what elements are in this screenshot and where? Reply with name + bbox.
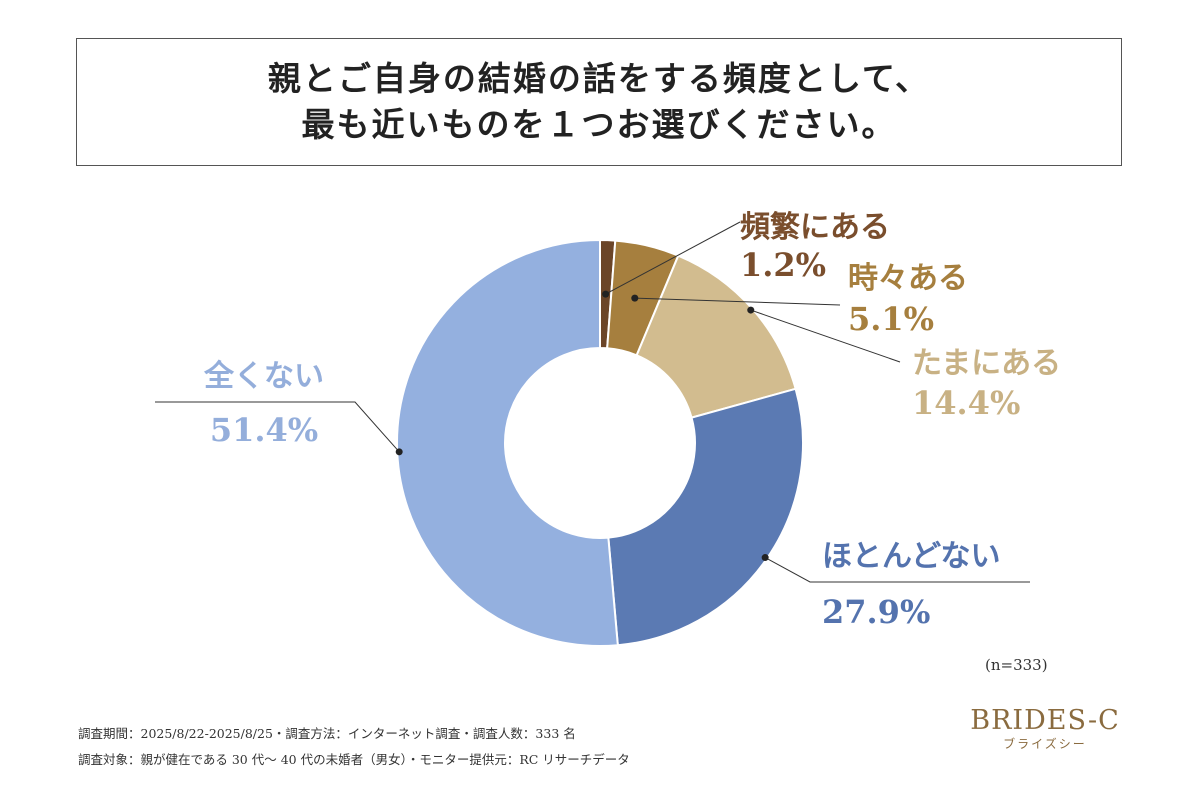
survey-period-note: 調査期間：2025/8/22-2025/8/25・調査方法：インターネット調査・… bbox=[78, 726, 576, 741]
slice-3 bbox=[607, 387, 804, 647]
leader-dot-2 bbox=[747, 306, 755, 314]
slice-value-2: 14.4% bbox=[912, 384, 1020, 422]
slice-value-0: 1.2% bbox=[740, 246, 826, 284]
survey-target-note: 調査対象：親が健在である 30 代～ 40 代の未婚者（男女）・モニター提供元：… bbox=[78, 752, 630, 767]
slice-value-3: 27.9% bbox=[822, 593, 930, 631]
slice-label-3: ほとんどない bbox=[822, 539, 1001, 574]
chart-title-line-1: 親とご自身の結婚の話をする頻度として、 bbox=[267, 59, 931, 98]
chart-title-line-2: 最も近いものを１つお選びください。 bbox=[301, 105, 897, 144]
slice-value-1: 5.1% bbox=[848, 300, 934, 338]
slice-label-0: 頻繁にある bbox=[740, 210, 890, 245]
brand-logo: BRIDES-C ブライズシー bbox=[960, 706, 1130, 752]
slice-label-1: 時々ある bbox=[848, 261, 968, 296]
sample-size-note: (n=333) bbox=[985, 656, 1048, 674]
slice-value-4: 51.4% bbox=[210, 411, 318, 449]
slice-label-4: 全くない bbox=[203, 359, 324, 394]
leader-dot-0 bbox=[602, 290, 610, 298]
leader-line-0 bbox=[605, 221, 741, 295]
brand-sub: ブライズシー bbox=[1003, 737, 1087, 751]
leader-line-4 bbox=[155, 401, 400, 453]
leader-line-3 bbox=[764, 557, 1030, 583]
leader-dot-4 bbox=[395, 448, 403, 456]
slice-label-2: たまにある bbox=[912, 346, 1061, 381]
slice-4 bbox=[396, 238, 619, 647]
leader-dot-1 bbox=[631, 294, 639, 302]
leader-line-1 bbox=[634, 297, 841, 306]
title-box: 親とご自身の結婚の話をする頻度として、 最も近いものを１つお選びください。 bbox=[76, 38, 1122, 166]
slice-2 bbox=[635, 254, 797, 419]
leader-line-2 bbox=[750, 309, 901, 363]
brand-name: BRIDES-C bbox=[970, 705, 1120, 736]
leader-dot-3 bbox=[761, 554, 769, 562]
